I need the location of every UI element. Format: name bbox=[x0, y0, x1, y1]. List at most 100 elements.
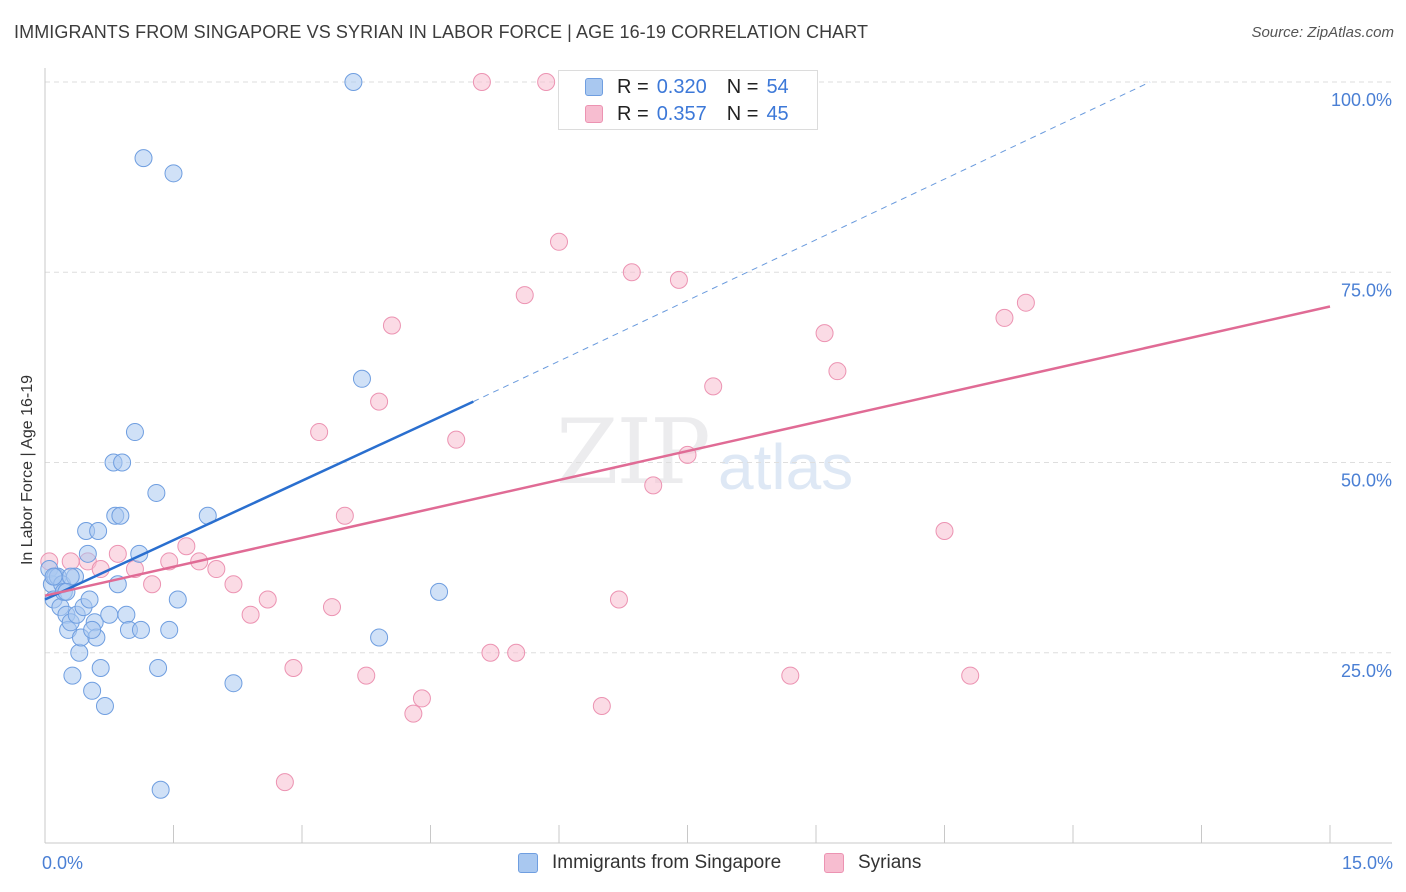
point-syrians bbox=[357, 666, 376, 685]
point-syrians bbox=[828, 362, 847, 381]
point-singapore bbox=[83, 620, 102, 639]
point-singapore bbox=[164, 164, 183, 183]
legend-n-value-syrians: 45 bbox=[766, 102, 789, 125]
point-syrians bbox=[704, 377, 723, 396]
point-singapore bbox=[80, 590, 99, 609]
point-singapore bbox=[224, 674, 243, 693]
point-syrians bbox=[935, 521, 954, 540]
legend-r-value-singapore: 0.320 bbox=[656, 75, 707, 98]
point-syrians bbox=[815, 324, 834, 343]
point-syrians bbox=[550, 232, 568, 251]
point-syrians bbox=[507, 643, 526, 662]
point-syrians bbox=[622, 263, 641, 282]
point-syrians bbox=[537, 73, 556, 91]
point-singapore bbox=[89, 521, 108, 540]
point-singapore bbox=[44, 567, 63, 586]
point-syrians bbox=[310, 423, 329, 442]
legend-swatch-singapore bbox=[585, 78, 603, 96]
point-syrians bbox=[609, 590, 628, 609]
point-singapore bbox=[168, 590, 187, 609]
watermark-atlas: atlas bbox=[718, 431, 854, 503]
point-singapore bbox=[147, 483, 166, 502]
legend-item-singapore[interactable]: Immigrants from Singapore bbox=[518, 852, 781, 874]
legend-text-singapore: Immigrants from Singapore bbox=[552, 852, 782, 873]
point-syrians bbox=[177, 537, 196, 556]
point-syrians bbox=[404, 704, 423, 723]
point-syrians bbox=[61, 552, 80, 571]
legend-text-syrians: Syrians bbox=[858, 852, 922, 873]
point-syrians bbox=[241, 605, 260, 624]
point-singapore bbox=[430, 582, 449, 601]
point-syrians bbox=[207, 560, 226, 579]
point-syrians bbox=[644, 476, 663, 495]
point-singapore bbox=[100, 605, 119, 624]
point-singapore bbox=[95, 697, 114, 716]
point-syrians bbox=[669, 270, 688, 289]
point-syrians bbox=[258, 590, 277, 609]
trendline-singapore bbox=[44, 400, 474, 601]
trendline-syrians bbox=[44, 305, 1331, 597]
point-singapore bbox=[131, 620, 150, 639]
point-syrians bbox=[781, 666, 800, 685]
point-syrians bbox=[515, 286, 534, 305]
point-singapore bbox=[111, 506, 130, 525]
x-tick-label-min: 0.0% bbox=[42, 853, 83, 873]
point-syrians bbox=[335, 506, 354, 525]
trendline-singapore-extension bbox=[473, 81, 1151, 403]
point-syrians bbox=[275, 773, 294, 792]
point-syrians bbox=[592, 697, 611, 716]
stats-legend: R = 0.320 N = 54 R = 0.357 N = 45 bbox=[558, 70, 818, 130]
point-syrians bbox=[108, 544, 127, 563]
point-syrians bbox=[143, 575, 162, 594]
point-syrians bbox=[961, 666, 980, 685]
legend-n-value-singapore: 54 bbox=[766, 75, 789, 98]
point-singapore bbox=[70, 643, 89, 662]
legend-item-syrians[interactable]: Syrians bbox=[824, 852, 921, 874]
point-syrians bbox=[322, 598, 341, 617]
point-syrians bbox=[370, 392, 389, 411]
point-singapore bbox=[151, 780, 170, 799]
legend-key-singapore bbox=[518, 853, 538, 873]
point-singapore bbox=[117, 605, 136, 624]
chart-title: IMMIGRANTS FROM SINGAPORE VS SYRIAN IN L… bbox=[14, 22, 869, 42]
point-syrians bbox=[284, 658, 303, 677]
point-syrians bbox=[1016, 293, 1035, 312]
y-tick-label: 100.0% bbox=[1331, 90, 1392, 110]
point-singapore bbox=[78, 544, 97, 563]
point-syrians bbox=[481, 643, 500, 662]
y-tick-label: 50.0% bbox=[1341, 471, 1392, 491]
legend-r-label: R = bbox=[617, 102, 649, 125]
point-syrians bbox=[412, 689, 431, 708]
legend-key-syrians bbox=[824, 853, 844, 873]
point-syrians bbox=[224, 575, 243, 594]
point-syrians bbox=[447, 430, 466, 449]
source-label: Source: ZipAtlas.com bbox=[1251, 24, 1394, 41]
legend-r-label: R = bbox=[617, 75, 649, 98]
legend-row-syrians: R = 0.357 N = 45 bbox=[585, 102, 789, 126]
legend-swatch-syrians bbox=[585, 105, 603, 123]
y-tick-label: 25.0% bbox=[1341, 661, 1392, 681]
x-tick-label-max: 15.0% bbox=[1342, 853, 1393, 873]
series-legend: Immigrants from Singapore Syrians bbox=[0, 852, 1406, 878]
point-singapore bbox=[63, 666, 82, 685]
legend-r-value-syrians: 0.357 bbox=[656, 102, 707, 125]
point-singapore bbox=[344, 73, 363, 91]
point-singapore bbox=[352, 369, 371, 388]
y-axis-label: In Labor Force | Age 16-19 bbox=[19, 374, 36, 566]
point-syrians bbox=[382, 316, 401, 335]
point-singapore bbox=[125, 423, 144, 442]
point-syrians bbox=[995, 308, 1014, 327]
point-singapore bbox=[113, 453, 132, 472]
point-singapore bbox=[149, 658, 168, 677]
point-singapore bbox=[61, 567, 80, 586]
point-singapore bbox=[134, 149, 153, 168]
point-syrians bbox=[472, 73, 491, 91]
y-tick-label: 75.0% bbox=[1341, 280, 1392, 300]
legend-n-label: N = bbox=[726, 102, 759, 125]
point-singapore bbox=[370, 628, 389, 647]
point-singapore bbox=[160, 620, 179, 639]
legend-row-singapore: R = 0.320 N = 54 bbox=[585, 75, 789, 99]
point-singapore bbox=[83, 681, 102, 700]
legend-n-label: N = bbox=[726, 75, 759, 98]
